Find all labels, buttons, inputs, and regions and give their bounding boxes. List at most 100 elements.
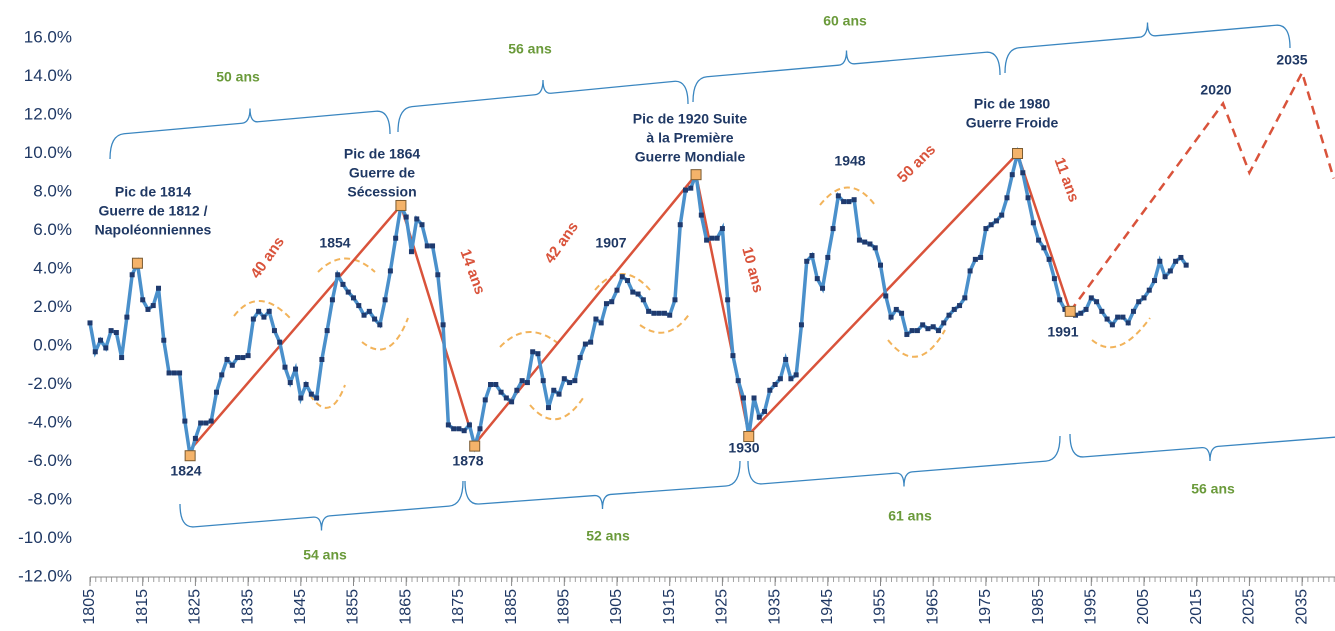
point-marker bbox=[261, 314, 267, 320]
y-tick-label: -10.0% bbox=[18, 528, 72, 547]
point-marker bbox=[914, 328, 920, 334]
y-tick-label: -6.0% bbox=[28, 451, 72, 470]
point-marker bbox=[725, 297, 731, 303]
point-marker bbox=[308, 391, 314, 397]
point-marker bbox=[519, 378, 525, 384]
duration-label: 14 ans bbox=[457, 247, 489, 297]
year-label: 2020 bbox=[1200, 82, 1231, 98]
point-marker bbox=[582, 341, 588, 347]
x-tick-label: 1825 bbox=[187, 589, 204, 625]
point-marker bbox=[630, 289, 636, 295]
point-marker bbox=[1088, 295, 1094, 301]
point-marker bbox=[92, 349, 98, 355]
point-marker bbox=[1009, 172, 1015, 178]
peak-marker bbox=[184, 450, 196, 462]
peak-marker bbox=[690, 169, 702, 181]
point-marker bbox=[957, 303, 963, 309]
point-marker bbox=[740, 395, 746, 401]
point-marker bbox=[1136, 299, 1142, 305]
point-marker bbox=[150, 303, 156, 309]
point-marker bbox=[946, 312, 952, 318]
x-tick-label: 2035 bbox=[1293, 589, 1310, 625]
peak-label: Sécession bbox=[347, 184, 416, 200]
point-marker bbox=[777, 376, 783, 382]
point-marker bbox=[266, 308, 272, 314]
point-marker bbox=[98, 337, 104, 343]
peak-marker bbox=[1012, 148, 1024, 159]
y-tick-label: 14.0% bbox=[24, 66, 72, 85]
y-tick-label: 8.0% bbox=[33, 181, 72, 200]
point-marker bbox=[640, 297, 646, 303]
x-tick-label: 1955 bbox=[872, 589, 889, 625]
point-marker bbox=[1109, 322, 1115, 328]
point-marker bbox=[1057, 297, 1063, 303]
peak-label: Guerre de bbox=[349, 165, 415, 181]
x-tick-label: 1915 bbox=[661, 589, 678, 625]
point-marker bbox=[762, 408, 768, 414]
point-marker bbox=[503, 395, 509, 401]
y-tick-label: -4.0% bbox=[28, 412, 72, 431]
peak-marker bbox=[1064, 305, 1076, 317]
point-marker bbox=[498, 389, 504, 395]
peak-label: Pic de 1864 bbox=[344, 146, 420, 162]
point-marker bbox=[962, 295, 968, 301]
point-marker bbox=[493, 382, 499, 387]
x-tick-label: 1985 bbox=[1030, 589, 1047, 625]
cycle-line bbox=[88, 146, 1188, 457]
point-marker bbox=[593, 316, 599, 322]
point-marker bbox=[1051, 276, 1057, 282]
point-marker bbox=[856, 237, 862, 243]
point-marker bbox=[646, 308, 652, 314]
point-marker bbox=[1125, 320, 1131, 326]
point-marker bbox=[293, 366, 299, 372]
point-marker bbox=[361, 312, 367, 318]
point-marker bbox=[978, 254, 984, 260]
point-marker bbox=[983, 226, 989, 232]
point-marker bbox=[366, 308, 372, 314]
point-marker bbox=[772, 382, 778, 387]
point-marker bbox=[798, 322, 804, 328]
x-tick-label: 2005 bbox=[1135, 589, 1152, 625]
point-marker bbox=[672, 297, 678, 303]
point-marker bbox=[572, 378, 578, 384]
trend-line bbox=[189, 151, 1072, 451]
x-tick-label: 1855 bbox=[345, 589, 362, 625]
point-marker bbox=[203, 420, 209, 426]
point-marker bbox=[1078, 310, 1084, 316]
point-marker bbox=[935, 328, 941, 334]
x-tick-label: 1965 bbox=[924, 589, 941, 625]
point-marker bbox=[303, 382, 309, 387]
point-marker bbox=[414, 216, 420, 222]
cycle-label: 56 ans bbox=[508, 41, 552, 57]
year-label: 1854 bbox=[319, 235, 350, 251]
point-marker bbox=[524, 380, 530, 386]
point-marker bbox=[698, 212, 704, 218]
point-marker bbox=[909, 328, 915, 334]
point-marker bbox=[229, 362, 235, 368]
point-marker bbox=[625, 278, 631, 284]
point-marker bbox=[883, 293, 889, 299]
point-marker bbox=[161, 337, 167, 343]
x-tick-label: 1805 bbox=[81, 589, 98, 625]
brace bbox=[1004, 22, 1291, 74]
y-tick-label: -12.0% bbox=[18, 566, 72, 585]
point-marker bbox=[408, 249, 414, 255]
point-marker bbox=[1178, 254, 1184, 260]
point-marker bbox=[709, 235, 715, 241]
cycle-arrows bbox=[233, 186, 1151, 421]
point-marker bbox=[1173, 258, 1179, 264]
point-marker bbox=[393, 235, 399, 241]
point-marker bbox=[751, 395, 757, 401]
duration-label: 40 ans bbox=[247, 234, 288, 282]
x-tick-label: 1905 bbox=[608, 589, 625, 625]
peak-marker bbox=[743, 430, 755, 442]
point-marker bbox=[1030, 220, 1036, 226]
minor-ticks bbox=[90, 577, 1335, 583]
point-marker bbox=[1104, 316, 1110, 322]
x-tick-label: 2025 bbox=[1241, 589, 1258, 625]
point-marker bbox=[619, 274, 625, 280]
cycle-label: 56 ans bbox=[1191, 481, 1235, 497]
year-label: 1991 bbox=[1047, 324, 1078, 340]
point-marker bbox=[1083, 306, 1089, 312]
point-marker bbox=[661, 310, 667, 316]
